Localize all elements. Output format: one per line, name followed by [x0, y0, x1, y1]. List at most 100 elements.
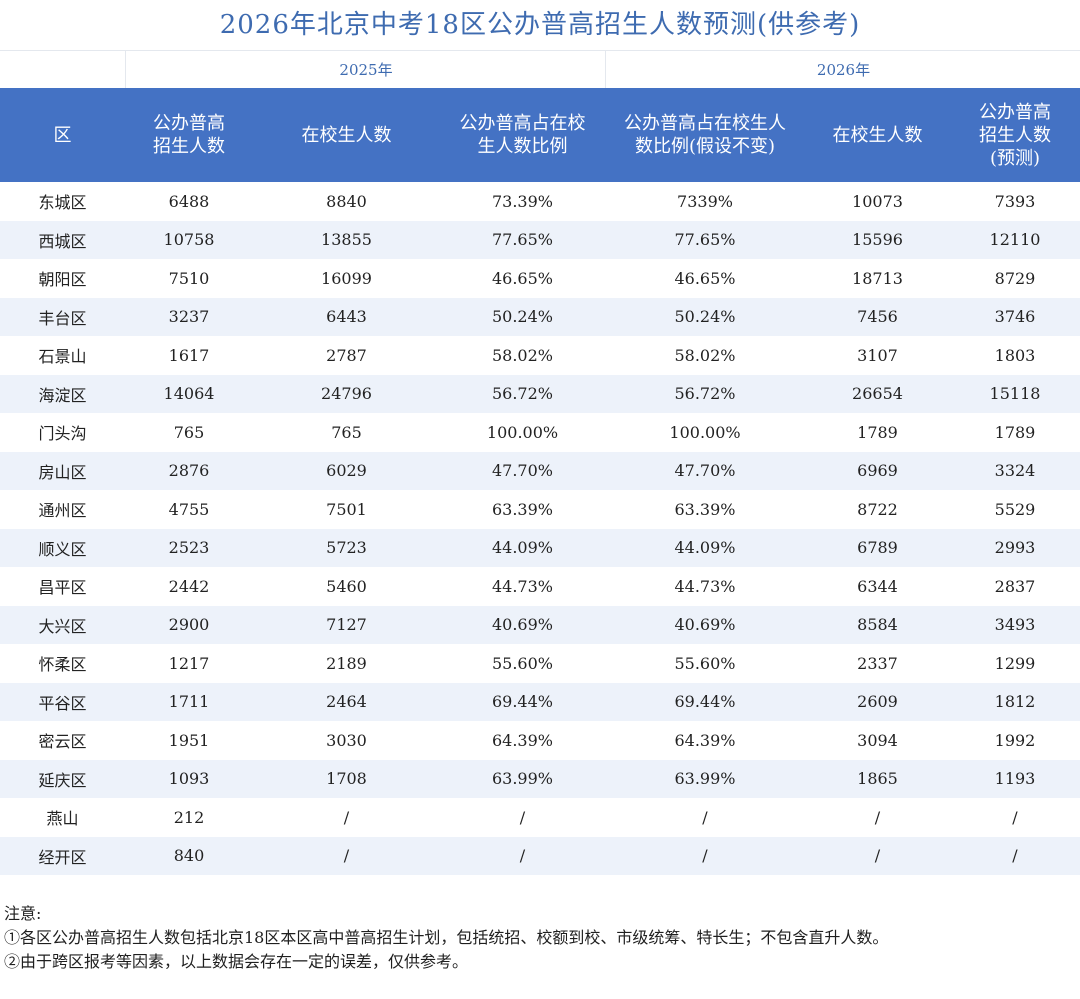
enrollment-2026-forecast-cell: 15118 [950, 374, 1080, 413]
ratio-2025-cell: 100.00% [440, 413, 605, 452]
students-2026-cell: 18713 [805, 259, 950, 298]
students-2026-cell: 1789 [805, 413, 950, 452]
ratio-2025-cell: 47.70% [440, 451, 605, 490]
ratio-2025-cell: 46.65% [440, 259, 605, 298]
ratio-2025-cell: 58.02% [440, 336, 605, 375]
notes-label: 注意: [4, 904, 42, 923]
table-row: 经开区 840// / / / [0, 836, 1080, 875]
ratio-2025-cell: 44.73% [440, 567, 605, 606]
ratio-2025-cell: 50.24% [440, 297, 605, 336]
enrollment-2025-cell: 10758 [125, 220, 253, 259]
ratio-2025-cell: / [440, 836, 605, 875]
enrollment-2025-cell: 1951 [125, 721, 253, 760]
students-2025-cell: 6029 [253, 451, 440, 490]
ratio-2025-cell: 64.39% [440, 721, 605, 760]
enrollment-2026-forecast-cell: 1789 [950, 413, 1080, 452]
enrollment-2026-forecast-cell: 1803 [950, 336, 1080, 375]
students-2026-cell: 10073 [805, 182, 950, 221]
header-2026-students: 在校生人数 [805, 88, 950, 182]
district-name-cell: 通州区 [0, 490, 125, 529]
students-2025-cell: 2189 [253, 644, 440, 683]
students-2026-cell: 26654 [805, 374, 950, 413]
ratio-2026-cell: 63.39% [605, 490, 805, 529]
students-2025-cell: 7501 [253, 490, 440, 529]
ratio-2026-cell: 77.65% [605, 220, 805, 259]
enrollment-2026-forecast-cell: 1299 [950, 644, 1080, 683]
students-2025-cell: 16099 [253, 259, 440, 298]
ratio-2026-cell: 64.39% [605, 721, 805, 760]
ratio-2025-cell: 63.39% [440, 490, 605, 529]
enrollment-2026-forecast-cell: 7393 [950, 182, 1080, 221]
ratio-2026-cell: 56.72% [605, 374, 805, 413]
table-row: 大兴区 2900 7127 40.69% 40.69% 8584 3493 [0, 605, 1080, 644]
enrollment-2025-cell: 840 [125, 836, 253, 875]
students-2025-cell: 24796 [253, 374, 440, 413]
district-name-cell: 朝阳区 [0, 259, 125, 298]
enrollment-2025-cell: 765 [125, 413, 253, 452]
table-row: 丰台区 3237 6443 50.24% 50.24% 7456 3746 [0, 297, 1080, 336]
table-row: 石景山 1617 2787 58.02% 58.02% 3107 1803 [0, 336, 1080, 375]
ratio-2025-cell: / [440, 798, 605, 837]
enrollment-2025-cell: 212 [125, 798, 253, 837]
ratio-2026-cell: 69.44% [605, 682, 805, 721]
enrollment-table: 区公办普高 招生人数 在校生人数 公办普高占在校 生人数比例 公办普高占在校生人 数比例(假… [0, 88, 1080, 875]
students-2025-cell: 6443 [253, 297, 440, 336]
table-row: 燕山 212// / / / [0, 798, 1080, 837]
enrollment-2025-cell: 1617 [125, 336, 253, 375]
students-2025-cell: 2464 [253, 682, 440, 721]
students-2026-cell: 8722 [805, 490, 950, 529]
district-name-cell: 石景山 [0, 336, 125, 375]
ratio-2026-cell: 40.69% [605, 605, 805, 644]
note-line-1: ①各区公办普高招生人数包括北京18区本区高中普高招生计划，包括统招、校额到校、市… [4, 928, 889, 947]
ratio-2026-cell: 7339% [605, 182, 805, 221]
header-2025-ratio: 公办普高占在校 生人数比例 [440, 88, 605, 182]
enrollment-2026-forecast-cell: 2993 [950, 528, 1080, 567]
district-name-cell: 顺义区 [0, 528, 125, 567]
district-name-cell: 怀柔区 [0, 644, 125, 683]
students-2025-cell: 7127 [253, 605, 440, 644]
students-2025-cell: / [253, 836, 440, 875]
students-2026-cell: 7456 [805, 297, 950, 336]
enrollment-2026-forecast-cell: 5529 [950, 490, 1080, 529]
enrollment-2026-forecast-cell: / [950, 798, 1080, 837]
table-row: 平谷区 1711 2464 69.44% 69.44% 2609 1812 [0, 682, 1080, 721]
ratio-2026-cell: 58.02% [605, 336, 805, 375]
district-name-cell: 延庆区 [0, 759, 125, 798]
students-2025-cell: 5460 [253, 567, 440, 606]
district-name-cell: 西城区 [0, 220, 125, 259]
enrollment-2026-forecast-cell: 1812 [950, 682, 1080, 721]
year-header-row: 2025年 2026年 [0, 50, 1080, 89]
ratio-2025-cell: 44.09% [440, 528, 605, 567]
ratio-2026-cell: / [605, 798, 805, 837]
enrollment-2025-cell: 2523 [125, 528, 253, 567]
table-row: 东城区 6488 8840 73.39% 7339% 10073 7393 [0, 182, 1080, 221]
ratio-2025-cell: 73.39% [440, 182, 605, 221]
students-2026-cell: 6969 [805, 451, 950, 490]
students-2026-cell: 1865 [805, 759, 950, 798]
ratio-2026-cell: 50.24% [605, 297, 805, 336]
ratio-2026-cell: / [605, 836, 805, 875]
district-name-cell: 经开区 [0, 836, 125, 875]
ratio-2026-cell: 47.70% [605, 451, 805, 490]
district-name-cell: 东城区 [0, 182, 125, 221]
table-row: 西城区 10758 13855 77.65% 77.65% 15596 12110 [0, 220, 1080, 259]
enrollment-2025-cell: 3237 [125, 297, 253, 336]
enrollment-2026-forecast-cell: 3493 [950, 605, 1080, 644]
students-2026-cell: / [805, 798, 950, 837]
district-name-cell: 海淀区 [0, 374, 125, 413]
enrollment-2026-forecast-cell: 1992 [950, 721, 1080, 760]
table-row: 延庆区 1093 1708 63.99% 63.99% 1865 1193 [0, 759, 1080, 798]
students-2026-cell: 2337 [805, 644, 950, 683]
header-district: 区 [0, 88, 125, 182]
year-2026-label: 2026年 [605, 51, 1080, 89]
district-name-cell: 大兴区 [0, 605, 125, 644]
enrollment-2025-cell: 1217 [125, 644, 253, 683]
students-2026-cell: 2609 [805, 682, 950, 721]
table-row: 门头沟 765 765 100.00% 100.00% 1789 1789 [0, 413, 1080, 452]
students-2025-cell: 765 [253, 413, 440, 452]
students-2025-cell: 13855 [253, 220, 440, 259]
enrollment-2025-cell: 1711 [125, 682, 253, 721]
district-name-cell: 门头沟 [0, 413, 125, 452]
ratio-2025-cell: 40.69% [440, 605, 605, 644]
students-2026-cell: 8584 [805, 605, 950, 644]
